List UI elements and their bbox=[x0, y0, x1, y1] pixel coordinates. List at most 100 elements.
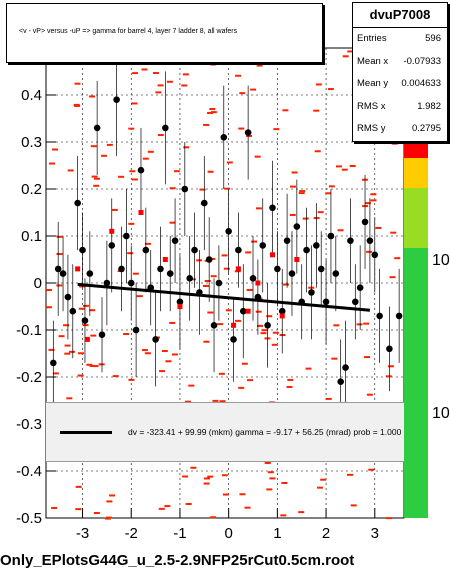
hist-bin bbox=[82, 324, 89, 327]
hist-bin bbox=[246, 134, 253, 137]
palette-label-1: 10 bbox=[432, 252, 450, 269]
profile-point bbox=[303, 246, 310, 254]
hist-bin bbox=[74, 82, 81, 85]
hist-bin bbox=[218, 372, 225, 375]
hist-bin bbox=[366, 250, 373, 253]
hist-bin bbox=[305, 367, 312, 370]
profile-point bbox=[176, 298, 184, 306]
hist-bin bbox=[82, 304, 89, 307]
hist-bin bbox=[127, 252, 134, 255]
hist-bin bbox=[98, 363, 105, 366]
hist-bin bbox=[282, 109, 289, 112]
hist-bin bbox=[261, 329, 268, 332]
hist-bin bbox=[221, 254, 228, 257]
red-point bbox=[294, 257, 300, 262]
profile-point bbox=[59, 270, 67, 277]
hist-bin bbox=[64, 344, 71, 347]
hist-bin bbox=[56, 284, 63, 287]
profile-point bbox=[327, 232, 335, 240]
hist-bin bbox=[169, 187, 176, 190]
hist-bin bbox=[182, 475, 189, 478]
hist-bin bbox=[129, 170, 136, 173]
hist-bin bbox=[158, 507, 165, 510]
hist-bin bbox=[169, 221, 176, 224]
hist-bin bbox=[387, 365, 394, 368]
hist-bin bbox=[100, 154, 107, 157]
profile-point bbox=[225, 228, 232, 235]
hist-bin bbox=[313, 109, 320, 112]
palette-top-red bbox=[404, 140, 428, 158]
hist-bin bbox=[342, 55, 349, 58]
fit-legend-text: dv = -323.41 + 99.99 (mkm) gamma = -9.17… bbox=[128, 427, 402, 437]
profile-point bbox=[166, 270, 174, 277]
hist-bin bbox=[331, 357, 338, 360]
hist-bin bbox=[247, 379, 254, 382]
hist-bin bbox=[320, 478, 327, 481]
hist-bin bbox=[152, 72, 159, 75]
hist-bin bbox=[282, 283, 289, 286]
profile-point bbox=[230, 336, 237, 343]
hist-bin bbox=[141, 68, 148, 71]
hist-bin bbox=[264, 462, 271, 465]
y-tick-label: -0.1 bbox=[16, 322, 42, 339]
hist-bin bbox=[272, 331, 279, 334]
hist-bin bbox=[287, 378, 294, 381]
hist-bin bbox=[254, 155, 261, 158]
hist-bin bbox=[364, 356, 371, 359]
hist-bin bbox=[77, 374, 84, 377]
hist-bin bbox=[219, 400, 226, 403]
profile-point bbox=[74, 199, 81, 207]
hist-bin bbox=[164, 505, 171, 508]
hist-bin bbox=[173, 170, 180, 173]
x-tick-label: -1 bbox=[173, 525, 186, 542]
hist-bin bbox=[161, 349, 168, 352]
stats-row-mean-y: Mean y 0.004633 bbox=[353, 73, 447, 96]
fit-line bbox=[77, 282, 371, 312]
hist-bin bbox=[182, 73, 189, 76]
x-tick-label: 1 bbox=[273, 525, 281, 542]
hist-bin bbox=[93, 177, 100, 180]
fit-legend-line bbox=[60, 431, 112, 434]
red-point bbox=[279, 313, 285, 319]
hist-bin bbox=[356, 323, 363, 326]
profile-point bbox=[347, 237, 354, 244]
hist-bin bbox=[210, 275, 217, 278]
red-point bbox=[391, 139, 397, 145]
x-tick-label: 3 bbox=[371, 525, 379, 542]
profile-point bbox=[162, 124, 169, 132]
hist-bin bbox=[203, 482, 210, 485]
hist-bin bbox=[281, 482, 288, 485]
hist-bin bbox=[89, 95, 96, 98]
stats-label: Mean x bbox=[357, 55, 389, 67]
hist-bin bbox=[51, 507, 58, 510]
hist-bin bbox=[166, 80, 173, 83]
profile-point bbox=[351, 298, 359, 306]
profile-point bbox=[118, 265, 125, 273]
hist-bin bbox=[89, 309, 96, 312]
profile-point bbox=[249, 275, 257, 282]
hist-bin bbox=[86, 363, 93, 366]
hist-bin bbox=[370, 193, 377, 196]
hist-bin bbox=[67, 169, 74, 172]
y-tick-label: -0.2 bbox=[16, 369, 42, 386]
hist-bin bbox=[118, 175, 125, 178]
hist-bin bbox=[370, 199, 377, 202]
hist-bin bbox=[46, 289, 53, 292]
profile-point bbox=[274, 265, 281, 273]
file-name: Only_EPlotsG44G_u_2.5-2.9NFP25rCut0.5cm.… bbox=[0, 552, 355, 569]
profile-point bbox=[386, 345, 393, 353]
profile-point bbox=[54, 265, 62, 273]
y-tick-label: -0.5 bbox=[16, 510, 42, 527]
hist-bin bbox=[341, 168, 348, 171]
hist-bin bbox=[105, 516, 112, 519]
red-point bbox=[255, 280, 261, 286]
profile-point bbox=[220, 134, 228, 141]
profile-point bbox=[259, 242, 267, 249]
hist-bin bbox=[289, 213, 296, 216]
profile-point bbox=[64, 293, 72, 301]
stats-row-mean-x: Mean x -0.07933 bbox=[353, 51, 447, 74]
profile-point bbox=[69, 307, 77, 315]
profile-point bbox=[361, 218, 369, 226]
hist-bin bbox=[389, 276, 396, 279]
hist-bin bbox=[386, 517, 393, 520]
